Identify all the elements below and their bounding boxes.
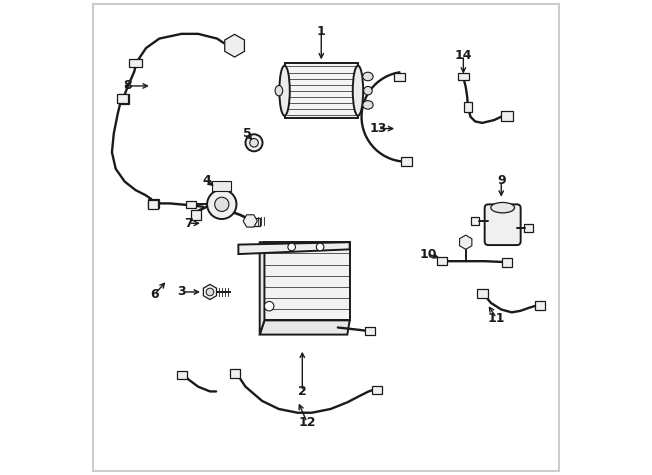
Text: 14: 14 [454, 48, 472, 62]
Bar [458, 73, 469, 80]
Bar [250, 218, 259, 226]
Bar [401, 157, 411, 166]
Ellipse shape [215, 197, 229, 211]
Bar [119, 94, 128, 104]
Ellipse shape [250, 139, 258, 147]
Ellipse shape [363, 101, 373, 109]
Text: 9: 9 [497, 174, 505, 187]
Bar [394, 73, 405, 81]
Bar [129, 59, 142, 67]
Ellipse shape [207, 190, 237, 219]
Bar [471, 217, 479, 225]
Text: 4: 4 [202, 174, 211, 187]
Ellipse shape [275, 86, 283, 96]
Text: 10: 10 [419, 247, 437, 261]
Circle shape [265, 302, 274, 311]
Bar [372, 386, 382, 394]
Bar [230, 369, 241, 378]
Circle shape [206, 288, 214, 296]
Bar [148, 200, 158, 209]
Text: 12: 12 [299, 416, 316, 429]
Text: 2: 2 [298, 385, 306, 398]
Bar [464, 102, 472, 112]
Bar [148, 199, 159, 208]
Polygon shape [265, 242, 349, 320]
Bar [365, 327, 375, 334]
Bar [192, 209, 201, 220]
Bar [186, 200, 196, 208]
Bar [501, 258, 512, 267]
Text: 8: 8 [124, 79, 132, 93]
Circle shape [288, 243, 295, 251]
Bar [501, 111, 512, 121]
Text: 7: 7 [185, 217, 193, 230]
Bar [437, 257, 447, 266]
Bar [524, 224, 533, 232]
Circle shape [316, 243, 324, 251]
Ellipse shape [491, 202, 514, 213]
Polygon shape [259, 320, 349, 334]
Ellipse shape [353, 66, 363, 116]
Text: 6: 6 [150, 288, 159, 301]
Ellipse shape [279, 66, 289, 116]
Bar [213, 180, 231, 191]
Ellipse shape [363, 72, 373, 81]
Text: 3: 3 [177, 285, 186, 298]
Bar [284, 64, 358, 118]
Polygon shape [259, 242, 265, 334]
Bar [117, 95, 128, 103]
Text: 11: 11 [488, 312, 505, 324]
Bar [477, 289, 488, 298]
Ellipse shape [246, 134, 263, 152]
Ellipse shape [364, 86, 372, 95]
Polygon shape [239, 242, 349, 254]
Text: 13: 13 [370, 122, 387, 135]
Bar [535, 302, 545, 310]
Text: 5: 5 [243, 127, 251, 140]
Text: 1: 1 [317, 25, 325, 38]
Bar [177, 371, 186, 379]
FancyBboxPatch shape [484, 204, 521, 245]
